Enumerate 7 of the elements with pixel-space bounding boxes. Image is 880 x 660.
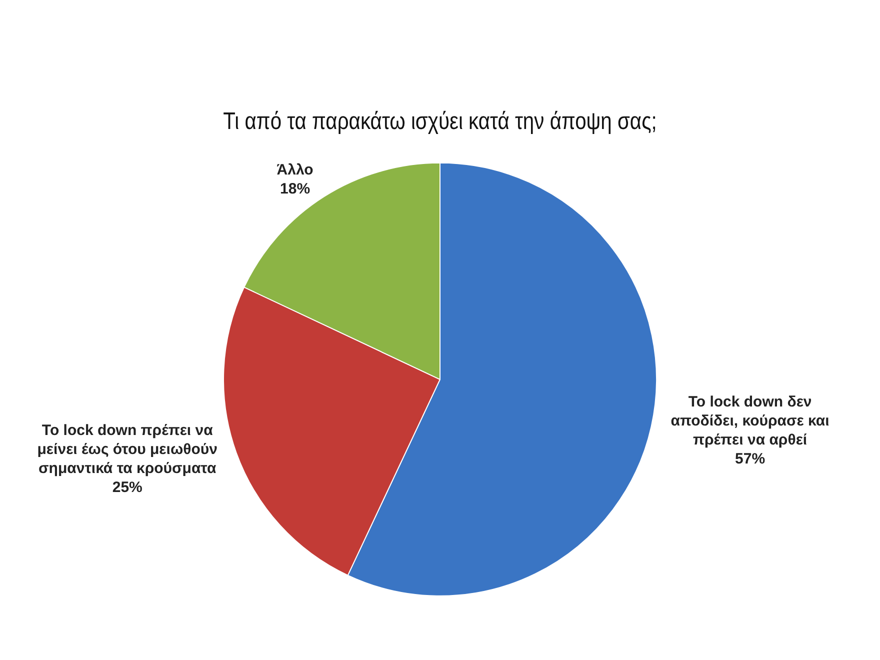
slice-label: Το lock down πρέπει να μείνει έως ότου μειωθούν σημαντικά τα κρούσματα <box>37 422 218 478</box>
data-label: 25% <box>112 479 142 496</box>
data-label: 18% <box>280 180 310 198</box>
chart-title: Τι από τα παρακάτω ισχύει κατά την άποψη σας; <box>223 107 657 134</box>
data-label: 57% <box>735 450 766 468</box>
slice-label: Άλλο <box>276 161 314 178</box>
slice-label: Το lock down δεν αποδίδει, κούρασε και πρέπει να αρθεί <box>670 394 830 449</box>
